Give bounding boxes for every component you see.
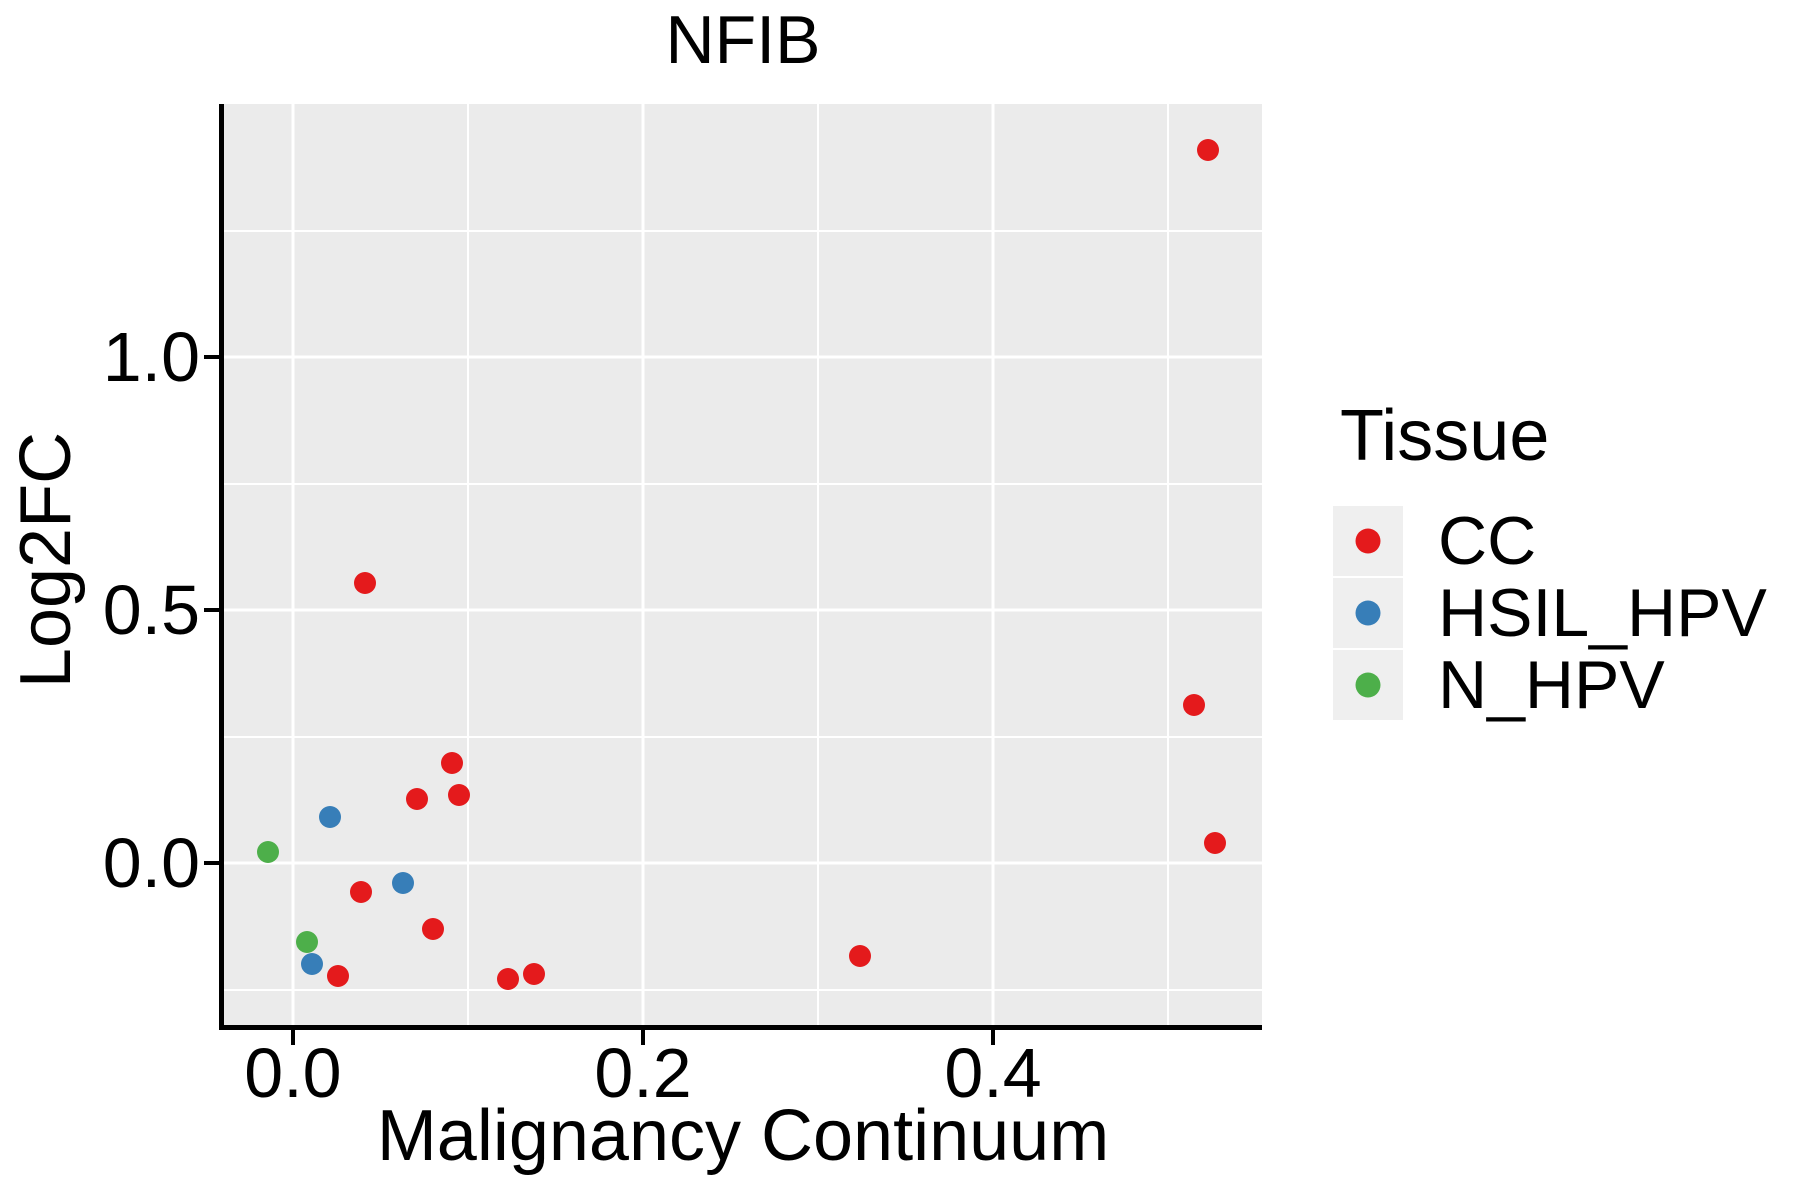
legend-item-label: CC <box>1438 503 1537 579</box>
plot-panel <box>224 104 1262 1025</box>
legend: Tissue CC HSIL_HPV N_HPV <box>1333 400 1767 722</box>
major-gridline-horizontal <box>224 355 1262 359</box>
legend-items: CC HSIL_HPV N_HPV <box>1333 506 1767 720</box>
y-axis-label: Log2FC <box>6 431 86 689</box>
chart-title: NFIB <box>665 2 821 78</box>
point-CC <box>406 788 429 811</box>
point-CC <box>497 967 520 990</box>
minor-gridline-horizontal <box>224 735 1262 738</box>
x-tick-label: 0.4 <box>944 1034 1042 1112</box>
major-gridline-horizontal <box>224 608 1262 612</box>
major-gridline-horizontal <box>224 861 1262 865</box>
legend-row: HSIL_HPV <box>1333 578 1767 648</box>
point-CC <box>848 945 871 968</box>
major-gridline-vertical <box>291 104 295 1025</box>
point-CC <box>1197 138 1220 161</box>
major-gridline-vertical <box>641 104 645 1025</box>
point-CC <box>327 964 350 987</box>
legend-dot-CC <box>1355 528 1381 554</box>
minor-gridline-vertical <box>1167 104 1170 1025</box>
x-axis-line <box>219 1025 1262 1030</box>
y-tick-label: 0.0 <box>102 824 200 903</box>
legend-row: N_HPV <box>1333 650 1767 720</box>
y-tick-mark <box>204 861 219 866</box>
x-tick-mark <box>991 1030 995 1045</box>
x-tick-label: 0.0 <box>244 1034 342 1112</box>
point-CC <box>523 962 546 985</box>
legend-row: CC <box>1333 506 1767 576</box>
minor-gridline-horizontal <box>224 229 1262 232</box>
legend-title: Tissue <box>1340 396 1550 476</box>
point-HSIL_HPV <box>301 953 324 976</box>
y-axis-line <box>219 104 224 1030</box>
point-CC <box>1204 831 1227 854</box>
point-CC <box>448 784 471 807</box>
y-tick-mark <box>204 608 219 613</box>
y-tick-label: 0.5 <box>102 571 200 650</box>
point-N_HPV <box>257 840 280 863</box>
legend-dot-HSIL_HPV <box>1355 600 1381 626</box>
y-tick-mark <box>204 355 219 360</box>
major-gridline-vertical <box>991 104 995 1025</box>
x-tick-mark <box>640 1030 645 1045</box>
minor-gridline-horizontal <box>224 482 1262 485</box>
point-CC <box>350 880 373 903</box>
point-CC <box>1183 694 1206 717</box>
legend-key <box>1333 650 1403 720</box>
x-axis-label: Malignancy Continuum <box>376 1096 1110 1176</box>
point-HSIL_HPV <box>318 806 341 829</box>
minor-gridline-vertical <box>466 104 469 1025</box>
point-N_HPV <box>295 930 318 953</box>
legend-item-label: HSIL_HPV <box>1438 575 1767 651</box>
x-tick-mark <box>290 1030 295 1045</box>
y-tick-label: 1.0 <box>102 318 200 397</box>
legend-item-label: N_HPV <box>1438 647 1665 723</box>
x-tick-label: 0.2 <box>594 1034 692 1112</box>
minor-gridline-horizontal <box>224 988 1262 991</box>
point-HSIL_HPV <box>392 872 415 895</box>
legend-key <box>1333 578 1403 648</box>
point-CC <box>353 572 376 595</box>
legend-dot-N_HPV <box>1355 672 1381 698</box>
legend-key <box>1333 506 1403 576</box>
point-CC <box>441 751 464 774</box>
point-CC <box>421 917 444 940</box>
minor-gridline-vertical <box>816 104 819 1025</box>
